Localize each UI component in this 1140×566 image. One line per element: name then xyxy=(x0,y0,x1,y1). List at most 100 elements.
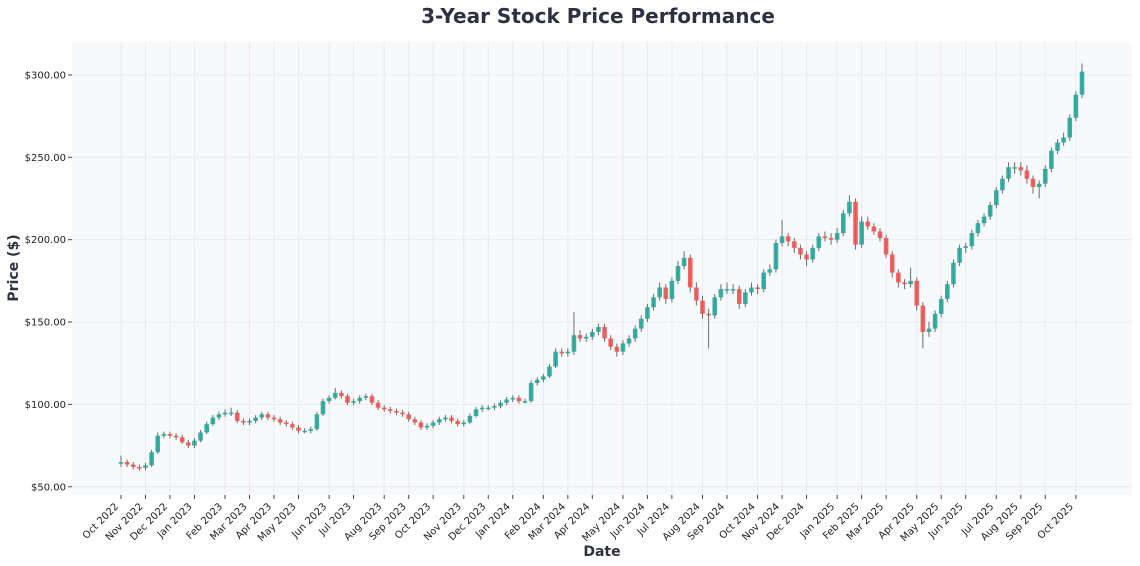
candle-up xyxy=(1012,162,1017,174)
candle-body xyxy=(553,351,558,367)
y-axis: $50.00 $100.00 $150.00 $200.00 $250.00 $300.0… xyxy=(25,70,72,493)
candle-body xyxy=(345,396,350,403)
candle-body xyxy=(840,213,846,234)
candle-up xyxy=(651,294,656,311)
candle-down xyxy=(785,233,791,247)
candle-body xyxy=(204,424,209,433)
candle-body xyxy=(1036,183,1042,187)
candle-body xyxy=(547,366,552,377)
candle-down xyxy=(822,231,828,242)
candle-body xyxy=(412,419,418,423)
candle-up xyxy=(951,259,956,288)
candle-up xyxy=(247,418,252,425)
candle-up xyxy=(724,282,730,295)
candle-body xyxy=(602,326,607,339)
candle-down xyxy=(345,393,350,406)
candle-up xyxy=(975,219,981,237)
candle-body xyxy=(1067,117,1073,138)
candle-up xyxy=(712,294,718,319)
candle-down xyxy=(406,411,411,422)
candle-body xyxy=(785,236,791,242)
candle-up xyxy=(351,398,356,406)
candle-down xyxy=(920,302,926,349)
candle-body xyxy=(173,435,179,438)
candle-body xyxy=(1073,94,1079,118)
candle-up xyxy=(645,303,650,323)
candle-down xyxy=(235,410,240,424)
candle-body xyxy=(889,254,895,273)
candle-body xyxy=(773,242,779,270)
candle-body xyxy=(1018,167,1024,171)
candle-up xyxy=(945,280,950,303)
candle-down xyxy=(1030,175,1036,194)
candle-up xyxy=(632,325,638,342)
x-axis-label: Date xyxy=(583,544,620,560)
candle-down xyxy=(663,284,669,304)
candle-down xyxy=(1024,165,1030,184)
y-tick-label: $100.00 xyxy=(25,400,66,411)
candle-body xyxy=(528,382,534,402)
candle-body xyxy=(681,257,687,267)
candle-body xyxy=(712,297,718,316)
candle-up xyxy=(981,213,987,227)
candle-body xyxy=(155,435,161,453)
candle-up xyxy=(730,284,736,295)
candle-body xyxy=(449,417,454,421)
candle-body xyxy=(706,313,711,316)
candle-up xyxy=(743,289,748,308)
candle-down xyxy=(755,284,760,295)
candle-body xyxy=(834,233,840,240)
candle-body xyxy=(920,305,926,332)
candle-body xyxy=(516,397,522,402)
candle-up xyxy=(308,426,314,434)
candle-body xyxy=(418,422,424,428)
candle-up xyxy=(840,210,846,237)
candle-body xyxy=(981,216,987,224)
candle-body xyxy=(822,236,828,239)
candle-body xyxy=(510,397,516,400)
candle-body xyxy=(504,399,509,403)
candle-down xyxy=(339,390,344,399)
candle-up xyxy=(957,244,962,267)
candle-body xyxy=(963,246,968,248)
candle-body xyxy=(241,420,246,423)
candle-body xyxy=(210,417,216,425)
candle-body xyxy=(455,420,460,425)
candle-body xyxy=(167,434,173,436)
candle-up xyxy=(504,396,509,406)
candle-down xyxy=(804,251,809,267)
candle-down xyxy=(871,223,877,235)
candle-up xyxy=(779,219,785,247)
candle-up xyxy=(938,295,944,318)
candle-body xyxy=(235,412,240,421)
candle-body xyxy=(357,397,363,402)
candle-body xyxy=(596,326,601,332)
chart-title: 3-Year Stock Price Performance xyxy=(421,4,775,28)
candle-up xyxy=(1036,180,1042,199)
candle-up xyxy=(1073,91,1079,122)
candle-body xyxy=(1061,137,1066,143)
candle-up xyxy=(467,413,473,425)
candle-up xyxy=(681,251,687,270)
candle-body xyxy=(700,300,705,314)
candle-body xyxy=(932,313,938,329)
candle-up xyxy=(192,438,197,449)
candle-down xyxy=(614,343,620,357)
candle-body xyxy=(810,247,815,260)
candle-body xyxy=(479,407,485,410)
candle-up xyxy=(816,233,822,252)
candle-up xyxy=(479,405,485,412)
candle-body xyxy=(608,338,613,347)
candle-body xyxy=(381,407,387,410)
candle-down xyxy=(179,434,185,444)
candle-body xyxy=(1079,71,1085,95)
candle-body xyxy=(694,287,699,301)
candle-body xyxy=(847,201,852,214)
candle-body xyxy=(865,221,871,227)
candle-down xyxy=(412,416,418,425)
candle-body xyxy=(541,376,546,380)
candle-body xyxy=(1024,170,1030,179)
candle-up xyxy=(314,411,320,431)
candle-body xyxy=(375,402,381,408)
